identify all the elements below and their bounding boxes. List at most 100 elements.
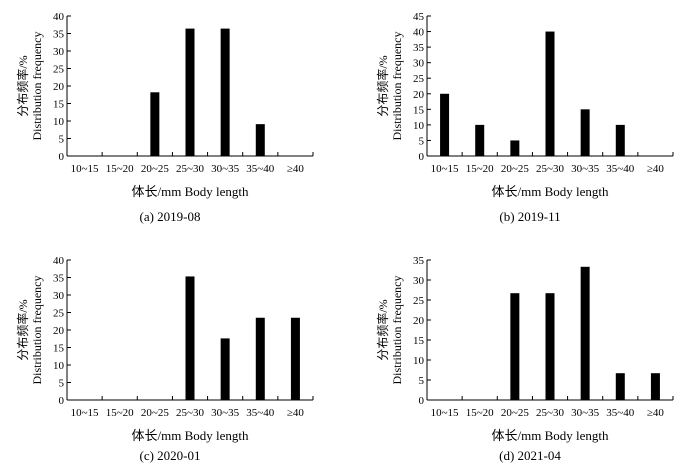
y-axis-label-cn: 分布频率/% [15, 55, 30, 116]
y-tick-label: 10 [413, 120, 425, 132]
x-tick-label: 25~30 [176, 163, 204, 175]
x-tick-label: 20~25 [141, 163, 169, 175]
y-tick-label: 15 [53, 99, 65, 111]
y-tick-label: 0 [419, 395, 425, 407]
bar [475, 124, 485, 156]
chart-panel-1: 0 5 10 15 20 25 30 35 40 45 10~15 15~20 20~25 25~30 30… [375, 11, 674, 224]
bar [580, 109, 590, 156]
bar [290, 317, 300, 400]
x-axis-label: 体长/mm Body length [131, 428, 249, 443]
y-tick-label: 5 [59, 378, 65, 390]
bar [510, 293, 520, 400]
y-tick-label: 20 [53, 325, 65, 337]
chart-panel-0: 0 5 10 15 20 25 30 35 40 10~15 15~20 20~25 25~30 30~3… [15, 11, 314, 224]
bar [440, 93, 450, 156]
bar [150, 92, 160, 156]
y-tick-label: 30 [53, 46, 65, 58]
y-tick-label: 15 [53, 343, 65, 355]
x-tick-label: 10~15 [431, 407, 459, 419]
x-tick-label: 15~20 [466, 163, 494, 175]
bar [580, 266, 590, 400]
x-tick-label: 20~25 [501, 163, 529, 175]
x-axis-label: 体长/mm Body length [131, 184, 249, 199]
x-tick-label: 30~35 [211, 407, 239, 419]
y-tick-label: 20 [413, 315, 425, 327]
x-tick-label: 35~40 [606, 163, 634, 175]
x-tick-label: 25~30 [176, 407, 204, 419]
x-tick-label: 10~15 [71, 407, 99, 419]
bar [185, 276, 195, 400]
panel-caption: (b) 2019-11 [499, 209, 560, 224]
bar [220, 338, 230, 400]
y-tick-label: 30 [413, 275, 425, 287]
y-tick-label: 5 [59, 134, 65, 146]
x-tick-label: 35~40 [606, 407, 634, 419]
y-tick-label: 10 [53, 116, 65, 128]
x-tick-label: 30~35 [571, 163, 599, 175]
bar [545, 293, 555, 400]
x-tick-label: ≥40 [287, 407, 305, 419]
x-tick-label: 30~35 [211, 163, 239, 175]
bar [255, 124, 265, 156]
x-tick-label: 30~35 [571, 407, 599, 419]
y-axis-label-cn: 分布频率/% [375, 55, 390, 116]
y-tick-label: 0 [59, 151, 65, 163]
y-tick-label: 0 [59, 395, 65, 407]
x-tick-label: 15~20 [466, 407, 494, 419]
y-tick-label: 45 [413, 11, 425, 23]
bar [185, 28, 195, 157]
y-tick-label: 35 [53, 273, 65, 285]
y-tick-label: 5 [419, 375, 425, 387]
chart-panel-3: 0 5 10 15 20 25 30 35 10~15 15~20 20~25 25~30 30~35 3… [375, 255, 674, 463]
y-axis-label-en: Distribution frequency [30, 276, 44, 385]
y-axis-label-en: Distribution frequency [30, 32, 44, 141]
y-axis-label-en: Distribution frequency [390, 32, 404, 141]
x-tick-label: ≥40 [647, 407, 665, 419]
y-tick-label: 35 [413, 255, 425, 267]
y-tick-label: 40 [53, 11, 65, 23]
y-tick-label: 25 [53, 308, 65, 320]
x-tick-label: 20~25 [501, 407, 529, 419]
x-tick-label: 10~15 [431, 163, 459, 175]
panel-caption: (c) 2020-01 [139, 448, 200, 463]
y-axis-label-cn: 分布频率/% [15, 299, 30, 360]
x-tick-label: 15~20 [106, 163, 134, 175]
y-tick-label: 30 [413, 58, 425, 70]
y-axis-label-cn: 分布频率/% [375, 299, 390, 360]
y-tick-label: 40 [53, 255, 65, 267]
bar [255, 317, 265, 400]
x-tick-label: 10~15 [71, 163, 99, 175]
y-tick-label: 25 [413, 295, 425, 307]
x-tick-label: 25~30 [536, 163, 564, 175]
y-tick-label: 10 [53, 360, 65, 372]
y-axis-label-en: Distribution frequency [390, 276, 404, 385]
bar [545, 31, 555, 156]
bar [650, 373, 660, 400]
x-tick-label: 15~20 [106, 407, 134, 419]
x-tick-label: 35~40 [246, 163, 274, 175]
y-tick-label: 40 [413, 27, 425, 39]
y-tick-label: 35 [53, 29, 65, 41]
chart-panel-2: 0 5 10 15 20 25 30 35 40 10~15 15~20 20~25 25~30 30~3… [15, 255, 314, 463]
panel-caption: (a) 2019-08 [139, 209, 200, 224]
x-tick-label: ≥40 [647, 163, 665, 175]
x-tick-label: ≥40 [287, 163, 305, 175]
x-axis-label: 体长/mm Body length [491, 184, 609, 199]
y-tick-label: 25 [413, 73, 425, 85]
y-tick-label: 20 [413, 89, 425, 101]
y-tick-label: 0 [419, 151, 425, 163]
x-tick-label: 20~25 [141, 407, 169, 419]
bar [510, 140, 520, 156]
x-tick-label: 35~40 [246, 407, 274, 419]
bar [220, 28, 230, 157]
bar [615, 124, 625, 156]
y-tick-label: 20 [53, 81, 65, 93]
y-tick-label: 25 [53, 64, 65, 76]
y-tick-label: 35 [413, 42, 425, 54]
x-axis-label: 体长/mm Body length [491, 428, 609, 443]
y-tick-label: 15 [413, 104, 425, 116]
y-tick-label: 5 [419, 135, 425, 147]
y-tick-label: 10 [413, 355, 425, 367]
x-tick-label: 25~30 [536, 407, 564, 419]
